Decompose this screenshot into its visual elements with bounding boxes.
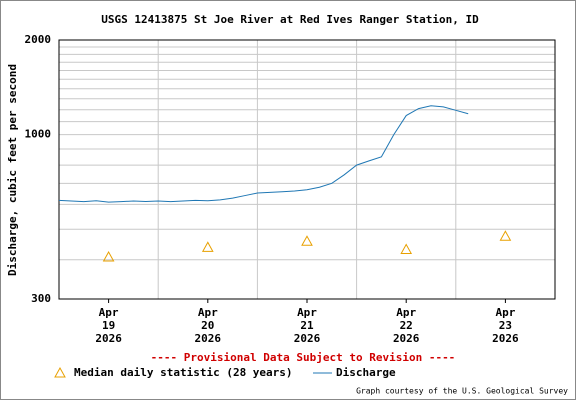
discharge-line: [58, 105, 469, 203]
median-marker: [102, 250, 115, 262]
x-tick-label: 22: [400, 319, 413, 332]
x-tick-label: 2026: [95, 332, 122, 345]
y-axis-label: Discharge, cubic feet per second: [6, 64, 19, 276]
x-tick-label: Apr: [99, 306, 119, 319]
provisional-note: ---- Provisional Data Subject to Revisio…: [151, 351, 456, 364]
x-tick-label: 19: [102, 319, 115, 332]
median-marker: [499, 230, 512, 241]
x-tick-label: Apr: [396, 306, 416, 319]
legend-label: Discharge: [336, 366, 396, 379]
x-tick-label: Apr: [297, 306, 317, 319]
x-tick-label: 2026: [294, 332, 321, 345]
x-tick-label: 21: [300, 319, 314, 332]
y-tick-label: 1000: [25, 128, 52, 141]
chart-title: USGS 12413875 St Joe River at Red Ives R…: [101, 13, 479, 26]
median-marker: [301, 235, 313, 246]
legend-label: Median daily statistic (28 years): [74, 366, 293, 379]
x-tick-label: 2026: [393, 332, 420, 345]
x-tick-label: 23: [499, 319, 512, 332]
y-tick-label: 300: [31, 292, 51, 305]
plot-border: [58, 39, 556, 300]
median-marker: [201, 241, 214, 252]
x-tick-label: Apr: [198, 306, 218, 319]
x-tick-label: Apr: [495, 306, 515, 319]
x-tick-label: 2026: [195, 332, 222, 345]
x-tick-label: 20: [201, 319, 214, 332]
y-tick-label: 2000: [25, 33, 52, 46]
credit: Graph courtesy of the U.S. Geological Su…: [356, 387, 568, 396]
median-marker: [400, 243, 413, 255]
legend-marker: [54, 366, 66, 378]
x-tick-label: 2026: [492, 332, 519, 345]
